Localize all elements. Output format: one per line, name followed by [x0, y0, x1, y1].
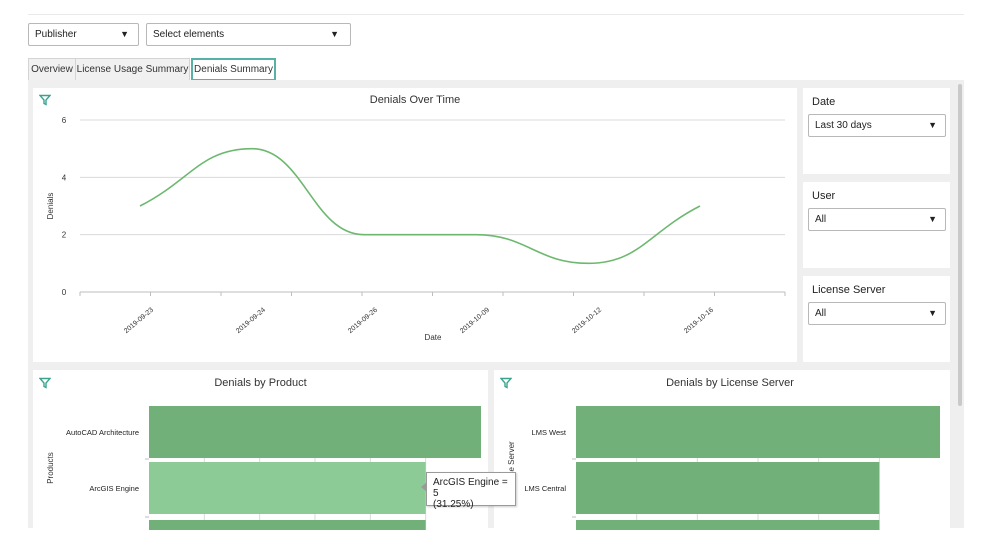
tooltip-line-1: ArcGIS Engine = 5	[433, 477, 508, 499]
x-tick-label: 2019-10-16	[683, 307, 715, 335]
series-line[interactable]	[139, 147, 701, 265]
license-server-filter-label: License Server	[812, 284, 886, 296]
triangle-down-icon: ▼	[928, 214, 937, 224]
bar-tooltip: ArcGIS Engine = 5 (31.25%)	[421, 472, 516, 510]
bar[interactable]	[149, 406, 481, 458]
tab-label: License Usage Summary	[76, 64, 189, 75]
bar[interactable]	[576, 462, 880, 514]
x-tick-label: 2019-09-26	[347, 307, 379, 335]
license-server-dropdown[interactable]: All ▼	[808, 302, 946, 325]
x-tick-label: 2019-10-12	[571, 307, 603, 335]
triangle-down-icon: ▼	[120, 29, 129, 39]
tab-label: Denials Summary	[194, 64, 273, 75]
tab-label: Overview	[31, 64, 73, 75]
category-label: LMS Central	[524, 484, 566, 493]
chart-title: Denials Over Time	[369, 94, 461, 106]
y-tick-label: 0	[62, 288, 67, 297]
bar[interactable]	[576, 520, 880, 530]
date-filter-panel: Date Last 30 days ▼	[803, 88, 950, 174]
license-server-filter-panel: License Server All ▼	[803, 276, 950, 362]
product-bar-chart: AutoCAD Architecture ArcGIS Engine Product…	[46, 406, 481, 530]
user-dropdown-value: All	[815, 214, 827, 225]
tab-overview[interactable]: Overview	[28, 58, 76, 81]
top-divider	[28, 14, 964, 15]
denials-over-time-panel: Denials Over Time 0 2 4 6 2019-09-23 2019-09-…	[33, 88, 797, 362]
category-label: LMS West	[532, 428, 567, 437]
denials-by-product-panel: Denials by Product AutoCAD Architecture A…	[33, 370, 488, 530]
filter-icon[interactable]	[39, 377, 51, 389]
x-tick-label: 2019-10-09	[459, 307, 491, 335]
date-dropdown-value: Last 30 days	[815, 120, 872, 131]
tab-denials-summary[interactable]: Denials Summary	[191, 58, 276, 81]
x-tick-label: 2019-09-24	[235, 307, 267, 335]
triangle-down-icon: ▼	[330, 29, 339, 39]
bar[interactable]	[576, 406, 940, 458]
denials-by-license-server-panel: Denials by License Server LMS West LMS Ce…	[494, 370, 950, 530]
publisher-dropdown[interactable]: Publisher ▼	[28, 23, 139, 46]
triangle-down-icon: ▼	[928, 308, 937, 318]
y-axis-label: Products	[46, 452, 55, 484]
license-server-bar-chart: LMS West LMS Central License Server	[507, 406, 940, 530]
y-axis-label: License Server	[507, 441, 516, 495]
category-label: ArcGIS Engine	[89, 484, 139, 493]
y-axis-label: Denials	[46, 193, 55, 220]
triangle-down-icon: ▼	[928, 120, 937, 130]
chart-title: Denials by Product	[214, 377, 307, 389]
filter-icon[interactable]	[39, 94, 51, 106]
y-tick-label: 6	[62, 116, 67, 125]
user-dropdown[interactable]: All ▼	[808, 208, 946, 231]
publisher-dropdown-label: Publisher	[35, 29, 77, 40]
select-elements-dropdown[interactable]: Select elements ▼	[146, 23, 351, 46]
tab-license-usage-summary[interactable]: License Usage Summary	[75, 58, 190, 81]
license-server-dropdown-value: All	[815, 308, 827, 319]
x-tick-label: 2019-09-23	[123, 307, 155, 335]
bar[interactable]	[149, 462, 426, 514]
x-axis-label: Date	[425, 333, 442, 342]
bar[interactable]	[149, 520, 426, 530]
chart-title: Denials by License Server	[666, 377, 794, 389]
date-filter-label: Date	[812, 96, 836, 108]
y-tick-label: 2	[62, 231, 67, 240]
date-dropdown[interactable]: Last 30 days ▼	[808, 114, 946, 137]
y-tick-label: 4	[62, 173, 67, 182]
category-label: AutoCAD Architecture	[66, 428, 139, 437]
user-filter-panel: User All ▼	[803, 182, 950, 268]
filter-icon[interactable]	[500, 377, 512, 389]
line-chart: 0 2 4 6 2019-09-23 2019-09-24 2019-09-26 2019-1…	[46, 116, 786, 342]
scrollbar[interactable]	[958, 84, 962, 406]
select-elements-label: Select elements	[153, 29, 225, 40]
dashboard-area: Denials Over Time 0 2 4 6 2019-09-23 2019-09-…	[28, 80, 964, 530]
tooltip-line-2: (31.25%)	[433, 499, 474, 510]
user-filter-label: User	[812, 190, 836, 202]
